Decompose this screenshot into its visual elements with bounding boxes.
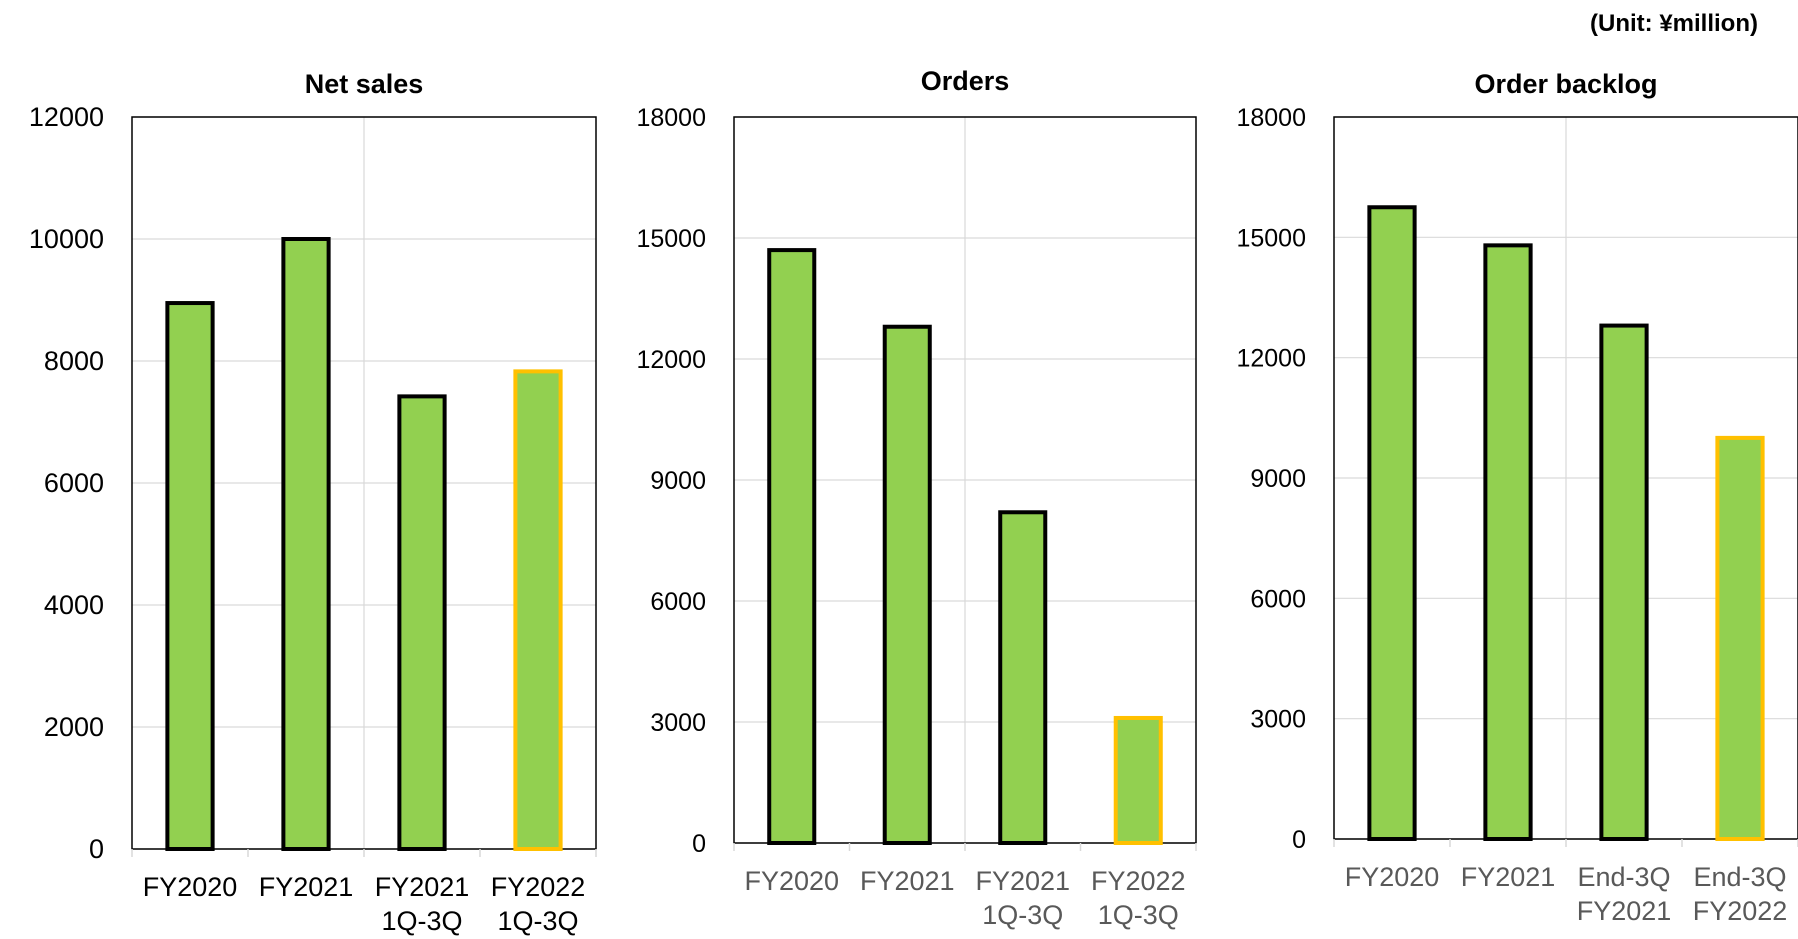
chart-panel-1: 0 2000 4000 6000 8000 10000 12000 FY2020 FY2021 F… (29, 69, 597, 936)
y-tick-label: 6000 (1250, 585, 1306, 613)
y-tick-label: 6000 (44, 468, 104, 498)
y-tick-label: 0 (692, 830, 706, 858)
y-tick-label: 0 (89, 834, 104, 864)
x-tick-label: FY2021 (860, 866, 955, 896)
y-tick-label: 0 (1292, 826, 1306, 854)
y-tick-label: 15000 (636, 225, 706, 253)
y-tick-label: 6000 (650, 588, 706, 616)
x-tick-label: 1Q-3Q (381, 906, 462, 936)
x-tick-label: FY2021 (1577, 896, 1672, 926)
bar (1483, 243, 1533, 842)
y-tick-label: 12000 (29, 102, 104, 132)
bar (513, 369, 563, 851)
bar (1367, 205, 1417, 841)
y-tick-label: 18000 (1236, 104, 1306, 132)
y-tick-label: 15000 (1236, 224, 1306, 252)
y-tick-label: 9000 (1250, 465, 1306, 493)
x-tick-label: End-3Q (1693, 862, 1786, 892)
y-tick-label: 9000 (650, 467, 706, 495)
x-tick-label: 1Q-3Q (982, 900, 1063, 930)
x-tick-label: FY2022 (1693, 896, 1788, 926)
x-tick-label: FY2020 (1345, 862, 1440, 892)
x-tick-label: FY2020 (143, 872, 238, 902)
bar (882, 324, 932, 845)
bar (1715, 435, 1765, 841)
x-tick-label: FY2021 (1461, 862, 1556, 892)
y-tick-label: 18000 (636, 104, 706, 132)
y-tick-label: 4000 (44, 590, 104, 620)
bar (767, 248, 817, 846)
x-tick-label: FY2020 (744, 866, 839, 896)
bar (998, 510, 1048, 845)
y-tick-label: 8000 (44, 346, 104, 376)
x-tick-label: 1Q-3Q (497, 906, 578, 936)
chart-title: Net sales (305, 69, 424, 99)
chart-title: Order backlog (1474, 69, 1657, 99)
y-tick-label: 3000 (650, 709, 706, 737)
x-tick-label: End-3Q (1577, 862, 1670, 892)
y-tick-label: 12000 (636, 346, 706, 374)
x-tick-label: FY2021 (375, 872, 470, 902)
x-tick-label: FY2022 (491, 872, 586, 902)
chart-panel-2: 0 3000 6000 9000 12000 15000 18000 FY2020 FY2021… (636, 66, 1197, 930)
bar (281, 237, 331, 851)
bar (1599, 323, 1649, 842)
chart-title: Orders (921, 66, 1010, 96)
y-tick-label: 2000 (44, 712, 104, 742)
bar (1113, 715, 1163, 846)
x-tick-label: FY2021 (259, 872, 354, 902)
x-tick-label: 1Q-3Q (1098, 900, 1179, 930)
bar (165, 301, 215, 851)
x-tick-label: FY2021 (975, 866, 1070, 896)
bar (397, 394, 447, 851)
chart-panel-3: 0 3000 6000 9000 12000 15000 18000 FY2020 FY2021… (1236, 69, 1798, 926)
y-tick-label: 12000 (1236, 345, 1306, 373)
unit-label: (Unit: ¥million) (1590, 10, 1758, 37)
y-tick-label: 10000 (29, 224, 104, 254)
x-tick-label: FY2022 (1091, 866, 1186, 896)
y-tick-label: 3000 (1250, 706, 1306, 734)
